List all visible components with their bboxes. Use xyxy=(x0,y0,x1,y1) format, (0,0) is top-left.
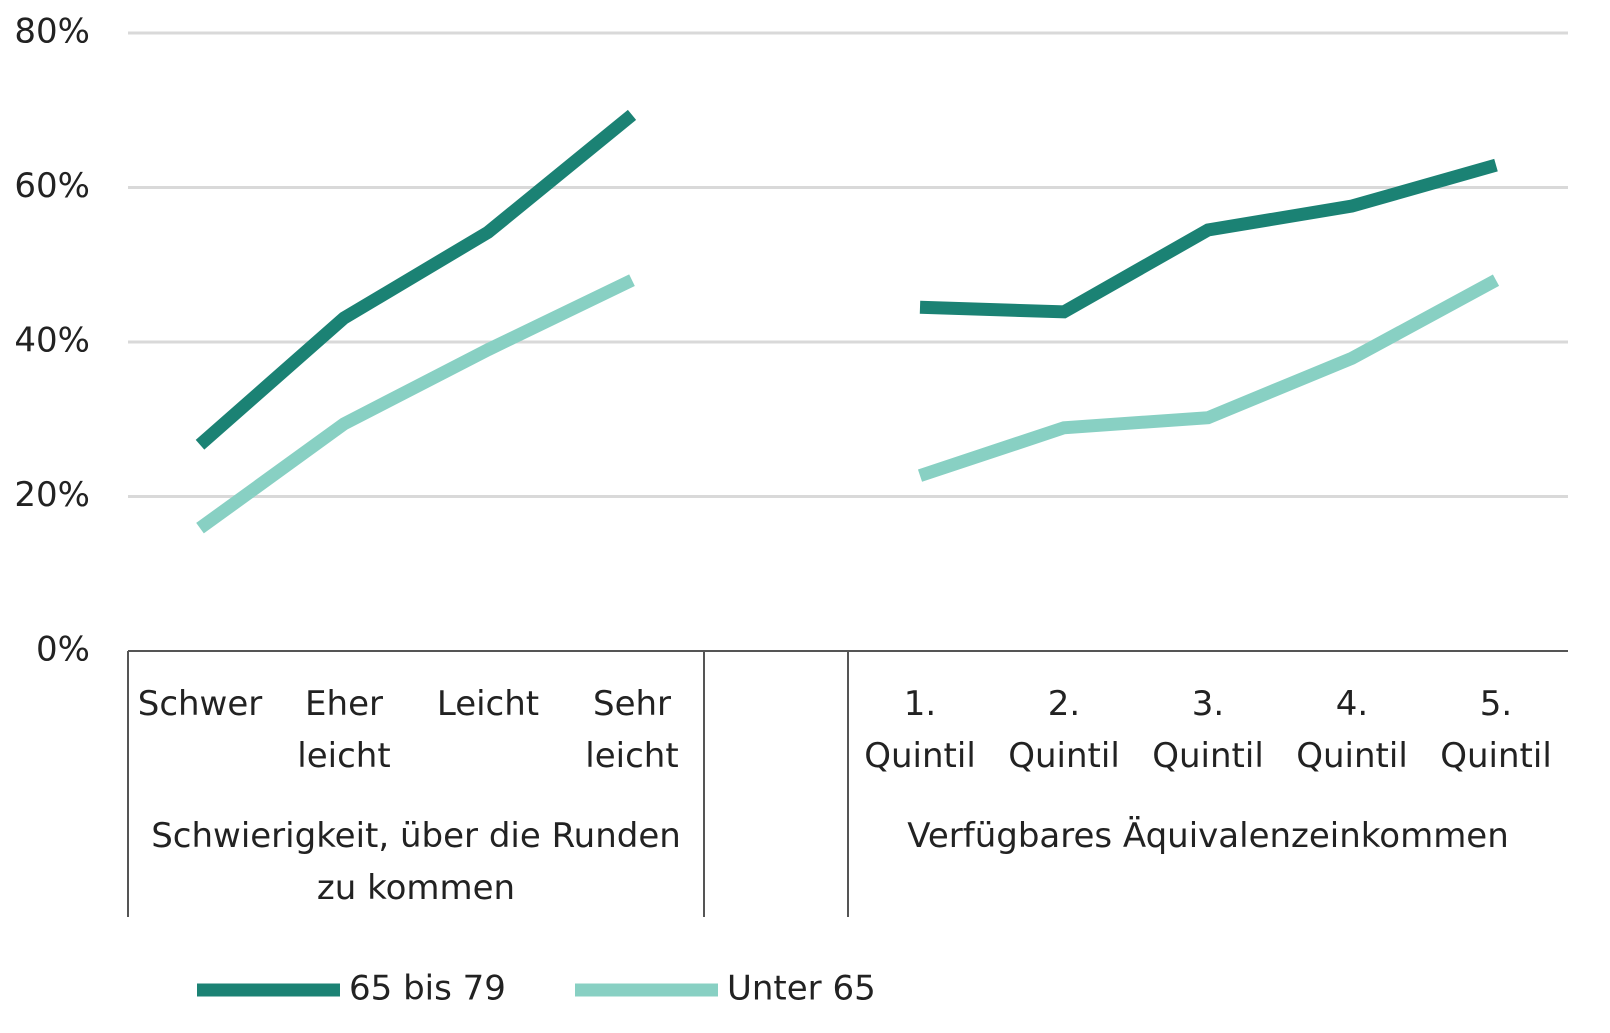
legend-label: Unter 65 xyxy=(727,969,876,1009)
x-tick-label: Eher leicht xyxy=(297,684,391,776)
line xyxy=(195,109,1498,450)
y-tick-label: 60% xyxy=(14,166,90,206)
x-tick-label: 1. Quintil xyxy=(864,684,976,776)
x-tick-label: Sehr leicht xyxy=(585,684,679,776)
y-tick-label: 20% xyxy=(14,475,90,515)
x-tick-label: Schwer xyxy=(137,684,263,724)
x-tick-label: 3. Quintil xyxy=(1152,684,1264,776)
group-label: Schwierigkeit, über die Runden zu kommen xyxy=(151,816,681,908)
x-tick-label: 4. Quintil xyxy=(1296,684,1408,776)
x-tick-label: Leicht xyxy=(436,684,540,724)
group-label: Verfügbares Äquivalenzeinkommen xyxy=(907,816,1509,856)
line xyxy=(196,274,1500,534)
y-tick-label: 80% xyxy=(14,12,90,52)
y-tick-label: 40% xyxy=(14,321,90,361)
legend-label: 65 bis 79 xyxy=(349,969,506,1009)
x-tick-label: 2. Quintil xyxy=(1008,684,1120,776)
y-tick-label: 0% xyxy=(36,630,90,670)
x-tick-label: 5. Quintil xyxy=(1440,684,1552,776)
